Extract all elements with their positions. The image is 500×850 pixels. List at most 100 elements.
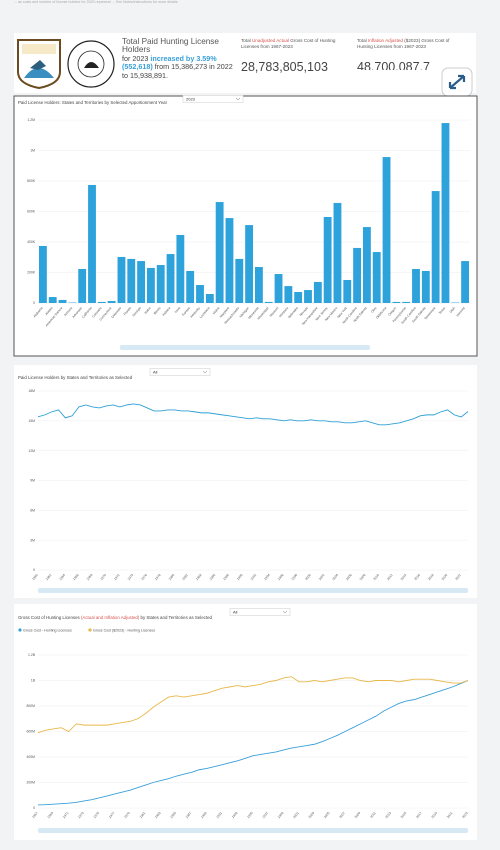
bar [235, 258, 244, 303]
x-tick-label: California [81, 306, 93, 319]
x-tick-label: 1988 [222, 573, 230, 581]
wsfr-animal [84, 62, 99, 68]
dropdown-value[interactable]: 2023 [186, 97, 196, 102]
wsfr-inner [77, 50, 105, 78]
x-tick-label: 2003 [308, 811, 316, 819]
x-tick-label: Colorado [91, 306, 103, 319]
x-tick-label: 2015 [400, 811, 408, 819]
y-tick-label: 800K [27, 179, 36, 183]
x-tick-label: Louisiana [199, 306, 211, 319]
card-label: ($2023) Gross Cost of Hunting Licenses f… [357, 38, 450, 49]
x-tick-label: 2012 [386, 573, 394, 581]
bar [402, 301, 411, 303]
summary-highlight: increased by 3.59% [150, 53, 217, 63]
title-part: Gross Cost of Hunting Licenses [18, 615, 81, 620]
x-tick-label: 2013 [384, 811, 392, 819]
x-tick-label: 2009 [354, 811, 362, 819]
x-tick-label: 1981 [139, 811, 147, 819]
x-tick-label: 2016 [413, 573, 421, 581]
fws-water [24, 68, 54, 78]
dropdown-caret [235, 97, 241, 101]
x-tick-label: 2006 [345, 573, 353, 581]
bar [333, 202, 342, 303]
x-tick-label: 2010 [372, 573, 380, 581]
bar [382, 157, 391, 303]
x-tick-label: 1998 [291, 573, 299, 581]
line [37, 680, 469, 806]
bar [254, 267, 263, 303]
title-part: by States and Territories as Selected [139, 615, 212, 620]
y-tick-label: 200K [27, 271, 36, 275]
bar [205, 294, 214, 303]
x-tick-label: 1982 [181, 573, 189, 581]
card-label-highlight: Inflation Adjusted [367, 38, 403, 43]
x-tick-label: 2000 [304, 573, 312, 581]
bar [58, 299, 67, 303]
dropdown[interactable] [229, 608, 291, 616]
bar [461, 261, 470, 303]
bar [412, 268, 420, 303]
expand-icon[interactable] [448, 74, 466, 90]
x-tick-label: 1994 [263, 573, 271, 581]
x-tick-label: 1983 [154, 811, 162, 819]
bar [294, 292, 303, 303]
card-label: Total [357, 38, 368, 43]
x-tick-label: Kansas [181, 306, 191, 317]
x-tick-label: Florida [123, 306, 132, 316]
y-tick-label: 1M [30, 149, 35, 153]
bar [441, 123, 450, 303]
x-tick-label: Maine [212, 306, 221, 315]
dropdown-caret [282, 610, 288, 614]
x-tick-label: Kentucky [189, 306, 201, 319]
x-tick-label: 1996 [277, 573, 285, 581]
dropdown-value[interactable]: All [233, 610, 238, 615]
dropdown-value[interactable]: All [153, 370, 158, 375]
bar [97, 301, 106, 303]
dropdown[interactable] [149, 368, 211, 376]
x-tick-label: 1979 [123, 811, 131, 819]
x-tick-label: 1977 [108, 811, 116, 819]
x-tick-label: Missouri [269, 306, 280, 318]
panel [14, 365, 477, 598]
y-tick-label: 0 [33, 568, 35, 572]
bar [38, 245, 47, 303]
x-tick-label: 1962 [45, 573, 53, 581]
x-tick-label: 1997 [261, 811, 269, 819]
x-tick-label: Georgia [132, 306, 142, 317]
summary-highlight: (552,618) [122, 62, 153, 72]
fws-bird [30, 60, 46, 70]
card-label-highlight: Unadjusted Actual [251, 38, 290, 43]
bar [186, 270, 195, 303]
x-tick-label: Utah [449, 306, 457, 314]
card-value: 48,700,087,7 [357, 60, 430, 70]
bar [372, 252, 381, 303]
x-tick-label: Oregon [387, 306, 397, 317]
x-tick-label: Montana [278, 306, 289, 318]
bar [215, 202, 224, 303]
line [37, 403, 469, 426]
x-tick-label: 2020 [441, 573, 449, 581]
x-tick-label: 1964 [58, 573, 66, 581]
x-tick-label: 1989 [200, 811, 208, 819]
x-tick-label: Arkansas [71, 306, 83, 319]
bar [421, 270, 430, 303]
x-tick-label: 2007 [338, 811, 346, 819]
x-tick-label: Alaska [44, 306, 53, 316]
dropdown[interactable] [182, 95, 244, 103]
x-tick-label: 1971 [62, 811, 70, 819]
x-tick-label: 2014 [400, 573, 408, 581]
bar [196, 285, 204, 303]
bar [362, 227, 371, 303]
x-tick-label: 2002 [318, 573, 326, 581]
panel [14, 604, 477, 840]
x-tick-label: Arizona [63, 306, 73, 317]
x-tick-label: Nevada [299, 306, 309, 317]
legend-swatch [88, 628, 92, 632]
x-tick-label: Texas [438, 306, 447, 315]
bar [392, 301, 401, 303]
y-tick-label: 400K [27, 240, 36, 244]
x-tick-label: 1960 [31, 573, 39, 581]
x-tick-label: 2021 [446, 811, 454, 819]
x-tick-label: Delaware [110, 306, 122, 319]
bar [156, 265, 165, 303]
